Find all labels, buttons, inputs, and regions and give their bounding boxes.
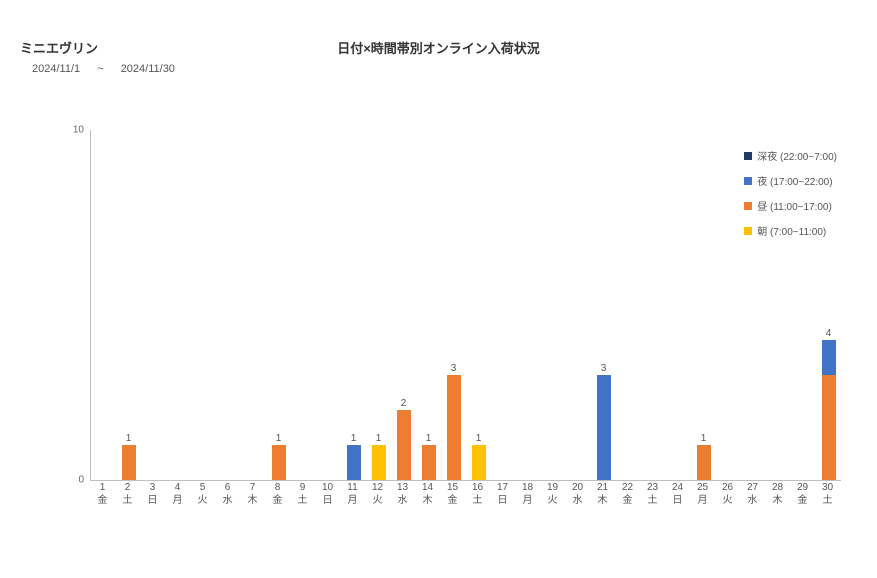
- bar-day-8: 1: [272, 445, 286, 480]
- x-tick-label: 26火: [715, 482, 740, 507]
- bar-value-label: 1: [347, 433, 361, 444]
- bar-segment-afternoon: [697, 445, 711, 480]
- legend-item-afternoon: 昼 (11:00~17:00): [744, 198, 837, 213]
- bar-segment-evening: [347, 445, 361, 480]
- bar-segment-morning: [372, 445, 386, 480]
- x-tick-label: 23土: [640, 482, 665, 507]
- bar-day-15: 3: [447, 375, 461, 480]
- x-tick-label: 22金: [615, 482, 640, 507]
- legend-swatch-icon: [744, 227, 752, 235]
- bar-segment-afternoon: [397, 410, 411, 480]
- bar-segment-afternoon: [822, 375, 836, 480]
- date-to: 2024/11/30: [121, 63, 175, 75]
- bar-segment-afternoon: [122, 445, 136, 480]
- bar-day-21: 3: [597, 375, 611, 480]
- legend-swatch-icon: [744, 202, 752, 210]
- bar-segment-evening: [597, 375, 611, 480]
- bar-value-label: 1: [422, 433, 436, 444]
- bar-value-label: 1: [697, 433, 711, 444]
- bar-value-label: 4: [822, 328, 836, 339]
- x-tick-label: 14木: [415, 482, 440, 507]
- legend-item-evening: 夜 (17:00~22:00): [744, 173, 837, 188]
- bar-value-label: 2: [397, 398, 411, 409]
- x-tick-label: 15金: [440, 482, 465, 507]
- legend-item-late_night: 深夜 (22:00~7:00): [744, 148, 837, 163]
- x-tick-label: 18月: [515, 482, 540, 507]
- x-tick-label: 11月: [340, 482, 365, 507]
- bar-segment-evening: [822, 340, 836, 375]
- y-tick-label: 10: [60, 125, 84, 136]
- x-tick-label: 13水: [390, 482, 415, 507]
- x-tick-label: 24日: [665, 482, 690, 507]
- x-tick-label: 25月: [690, 482, 715, 507]
- chart-legend: 深夜 (22:00~7:00) 夜 (17:00~22:00) 昼 (11:00~1…: [744, 148, 837, 248]
- bar-value-label: 1: [272, 433, 286, 444]
- x-tick-label: 27水: [740, 482, 765, 507]
- y-tick-label: 0: [60, 475, 84, 486]
- bar-value-label: 1: [122, 433, 136, 444]
- x-tick-label: 5火: [190, 482, 215, 507]
- bar-day-2: 1: [122, 445, 136, 480]
- x-tick-label: 29金: [790, 482, 815, 507]
- legend-swatch-icon: [744, 152, 752, 160]
- x-tick-label: 3日: [140, 482, 165, 507]
- bar-segment-afternoon: [447, 375, 461, 480]
- bar-value-label: 3: [447, 363, 461, 374]
- x-tick-label: 17日: [490, 482, 515, 507]
- chart-plot: 深夜 (22:00~7:00) 夜 (17:00~22:00) 昼 (11:00~1…: [90, 130, 841, 481]
- legend-item-morning: 朝 (7:00~11:00): [744, 223, 837, 238]
- x-tick-label: 9土: [290, 482, 315, 507]
- x-tick-label: 16土: [465, 482, 490, 507]
- legend-swatch-icon: [744, 177, 752, 185]
- date-from: 2024/11/1: [32, 63, 80, 75]
- chart-area: 010 深夜 (22:00~7:00)夜 (17:00~22:00)昼 (11:…: [60, 130, 840, 510]
- bar-value-label: 1: [372, 433, 386, 444]
- bar-value-label: 3: [597, 363, 611, 374]
- bar-day-30: 4: [822, 340, 836, 480]
- bar-day-11: 1: [347, 445, 361, 480]
- date-range: 2024/11/1 ~ 2024/11/30: [32, 63, 175, 75]
- bar-value-label: 1: [472, 433, 486, 444]
- bar-day-13: 2: [397, 410, 411, 480]
- report-header: ミニエヴリン 2024/11/1 ~ 2024/11/30: [20, 38, 175, 75]
- x-tick-label: 4月: [165, 482, 190, 507]
- x-tick-label: 1金: [90, 482, 115, 507]
- x-tick-label: 7木: [240, 482, 265, 507]
- date-separator: ~: [97, 63, 103, 75]
- bar-day-14: 1: [422, 445, 436, 480]
- bar-segment-morning: [472, 445, 486, 480]
- x-tick-label: 12火: [365, 482, 390, 507]
- bar-segment-afternoon: [272, 445, 286, 480]
- legend-label: 昼 (11:00~17:00): [757, 198, 832, 213]
- x-tick-label: 19火: [540, 482, 565, 507]
- x-tick-label: 10日: [315, 482, 340, 507]
- bar-day-16: 1: [472, 445, 486, 480]
- x-tick-label: 28木: [765, 482, 790, 507]
- x-tick-label: 30土: [815, 482, 840, 507]
- legend-label: 夜 (17:00~22:00): [757, 173, 832, 188]
- x-tick-label: 6水: [215, 482, 240, 507]
- bar-day-12: 1: [372, 445, 386, 480]
- x-tick-label: 21木: [590, 482, 615, 507]
- x-tick-label: 8金: [265, 482, 290, 507]
- bar-day-25: 1: [697, 445, 711, 480]
- legend-label: 朝 (7:00~11:00): [757, 223, 826, 238]
- x-tick-label: 20水: [565, 482, 590, 507]
- legend-label: 深夜 (22:00~7:00): [757, 148, 837, 163]
- product-name: ミニエヴリン: [20, 38, 175, 57]
- bar-segment-afternoon: [422, 445, 436, 480]
- x-tick-label: 2土: [115, 482, 140, 507]
